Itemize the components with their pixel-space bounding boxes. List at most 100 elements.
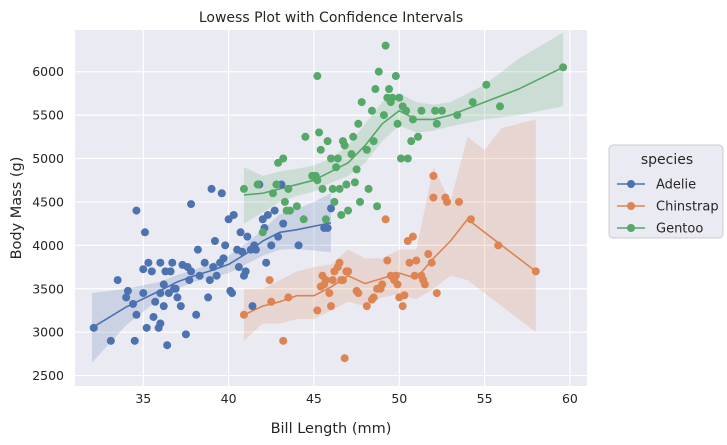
adelie-point — [163, 341, 172, 350]
gentoo-point — [284, 184, 293, 193]
gentoo-point — [258, 228, 267, 237]
chinstrap-point — [344, 267, 353, 276]
chinstrap-point — [466, 215, 475, 224]
gentoo-point — [373, 202, 382, 211]
gentoo-point — [482, 80, 491, 89]
adelie-point — [219, 254, 228, 263]
y-tick-label: 5500 — [32, 108, 64, 123]
gentoo-point — [335, 184, 344, 193]
adelie-point — [193, 245, 202, 254]
adelie-point — [192, 310, 201, 319]
chinstrap-point — [391, 271, 400, 280]
chinstrap-point — [325, 289, 334, 298]
x-tick-label: 40 — [221, 391, 237, 406]
adelie-point — [181, 330, 190, 339]
gentoo-point — [318, 184, 327, 193]
adelie-point — [243, 232, 252, 241]
adelie-point — [132, 310, 141, 319]
chinstrap-point — [313, 306, 322, 315]
chinstrap-point — [279, 336, 288, 345]
chinstrap-point — [408, 232, 417, 241]
gentoo-point — [315, 128, 324, 137]
chinstrap-point — [531, 267, 540, 276]
chinstrap-point — [362, 302, 371, 311]
x-tick-label: 35 — [135, 391, 151, 406]
chinstrap-point — [393, 280, 402, 289]
adelie-point — [113, 276, 122, 285]
adelie-point — [159, 302, 168, 311]
gentoo-point — [403, 154, 412, 163]
legend-title: species — [641, 152, 693, 168]
y-tick-label: 4000 — [32, 238, 64, 253]
chinstrap-point — [265, 276, 274, 285]
legend-label-chinstrap: Chinstrap — [656, 200, 719, 215]
chinstrap-point — [432, 289, 441, 298]
legend-item-gentoo: Gentoo — [617, 222, 703, 237]
adelie-point — [248, 302, 257, 311]
chinstrap-point — [412, 256, 421, 265]
scatter-points — [89, 41, 568, 363]
chinstrap-point — [354, 289, 363, 298]
x-tick-label: 55 — [477, 391, 493, 406]
legend: species Adelie Chinstrap Gentoo — [608, 144, 724, 239]
gentoo-point — [350, 178, 359, 187]
chinstrap-point — [327, 302, 335, 311]
gentoo-point — [362, 145, 371, 154]
chinstrap-point — [335, 258, 344, 267]
gentoo-point — [332, 163, 341, 172]
gentoo-point — [453, 111, 462, 120]
gentoo-point — [431, 106, 440, 115]
adelie-point — [129, 299, 138, 308]
adelie-point — [89, 323, 98, 332]
legend-item-adelie: Adelie — [617, 178, 696, 193]
adelie-point — [270, 206, 279, 215]
gentoo-point — [292, 202, 301, 211]
gentoo-point — [374, 67, 383, 76]
adelie-point — [294, 241, 303, 250]
gentoo-point — [279, 154, 288, 163]
adelie-point — [210, 237, 219, 245]
gentoo-point — [337, 210, 346, 219]
y-tick-label: 3500 — [32, 281, 64, 296]
adelie-point — [185, 276, 194, 285]
adelie-point — [207, 184, 216, 193]
adelie-point — [139, 265, 148, 274]
adelie-point — [238, 247, 247, 256]
gentoo-point — [495, 102, 504, 111]
adelie-point — [166, 267, 175, 276]
chinstrap-point — [424, 250, 433, 259]
chinstrap-point — [420, 280, 429, 289]
adelie-point — [159, 280, 168, 289]
adelie-point — [187, 267, 196, 276]
adelie-point — [147, 267, 156, 276]
chinstrap-point — [429, 171, 438, 180]
adelie-confidence-band — [92, 193, 331, 363]
adelie-point — [327, 204, 335, 213]
gentoo-point — [432, 119, 441, 128]
gentoo-point — [437, 106, 446, 115]
chinstrap-point — [494, 241, 503, 250]
gentoo-point — [468, 98, 477, 107]
x-axis-label: Bill Length (mm) — [271, 421, 392, 437]
gentoo-point — [396, 154, 405, 163]
gentoo-point — [253, 180, 262, 189]
chinstrap-point — [267, 297, 276, 306]
chinstrap-point — [455, 197, 463, 206]
adelie-point — [156, 319, 165, 328]
gentoo-point — [280, 197, 289, 206]
gentoo-point — [381, 41, 390, 50]
gentoo-point — [354, 119, 363, 128]
adelie-point — [130, 336, 139, 345]
adelie-point — [205, 276, 214, 285]
gentoo-point — [327, 154, 335, 163]
adelie-point — [195, 271, 204, 280]
adelie-point — [236, 228, 245, 237]
adelie-point — [204, 293, 213, 302]
gentoo-point — [323, 137, 332, 146]
gentoo-point — [352, 165, 361, 174]
gentoo-point — [313, 176, 322, 185]
gentoo-point — [388, 93, 397, 102]
chinstrap-point — [239, 310, 248, 319]
chinstrap-point — [284, 293, 293, 302]
